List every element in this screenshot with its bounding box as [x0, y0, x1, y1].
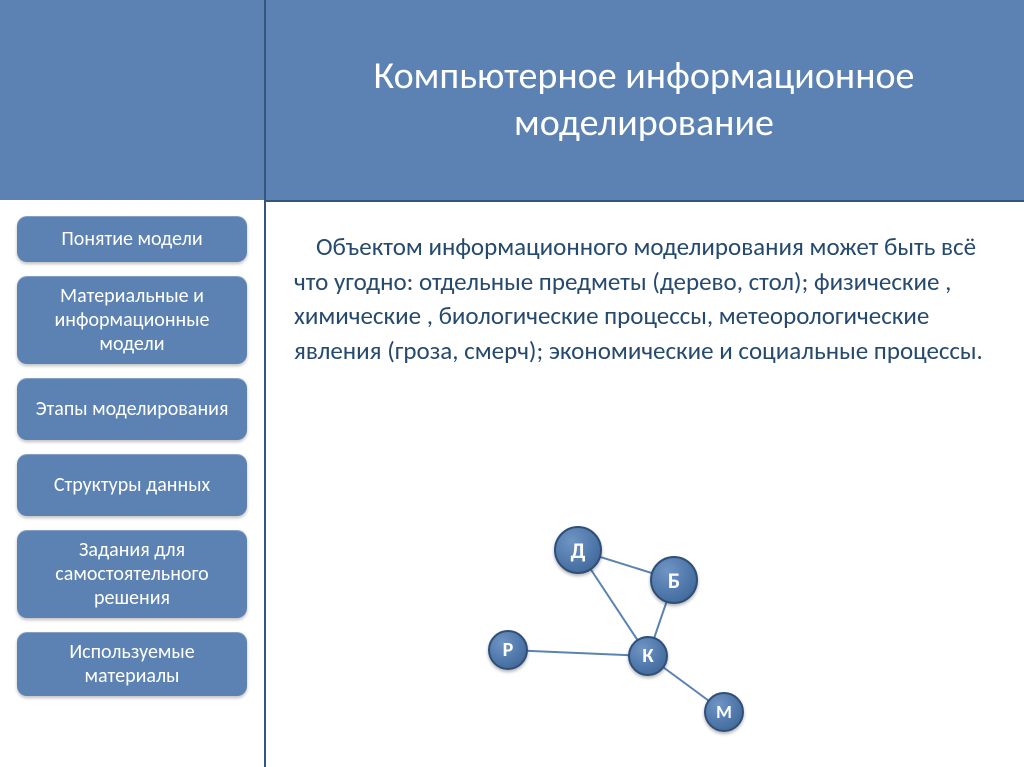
sidebar-item-stages[interactable]: Этапы моделирования — [17, 378, 247, 440]
sidebar-item-label: Понятие модели — [61, 227, 202, 251]
sidebar-item-tasks[interactable]: Задания для самостоятельного решения — [17, 530, 247, 618]
sidebar: Понятие модели Материальные и информацио… — [0, 200, 264, 767]
slide-title-text: Компьютерное информационное моделировани… — [304, 53, 984, 148]
sidebar-item-label: Этапы моделирования — [36, 397, 229, 421]
graph-edge — [508, 650, 648, 656]
graph-node-R: Р — [488, 630, 528, 670]
content-area: Объектом информационного моделирования м… — [266, 202, 1024, 767]
body-paragraph: Объектом информационного моделирования м… — [294, 230, 996, 368]
graph-node-M: М — [704, 692, 744, 732]
sidebar-item-label: Материальные и информационные модели — [23, 284, 241, 356]
slide: Компьютерное информационное моделировани… — [0, 0, 1024, 767]
sidebar-item-label: Используемые материалы — [23, 640, 241, 688]
sidebar-item-label: Структуры данных — [54, 473, 210, 497]
graph-node-B: Б — [650, 556, 698, 604]
sidebar-item-materials[interactable]: Используемые материалы — [17, 632, 247, 696]
graph-node-K: К — [628, 636, 668, 676]
sidebar-item-structures[interactable]: Структуры данных — [17, 454, 247, 516]
sidebar-item-label: Задания для самостоятельного решения — [23, 538, 241, 610]
sidebar-item-concept[interactable]: Понятие модели — [17, 216, 247, 262]
header-left-fill — [0, 0, 264, 200]
graph-node-D: Д — [554, 526, 602, 574]
slide-title: Компьютерное информационное моделировани… — [264, 0, 1024, 200]
sidebar-item-models[interactable]: Материальные и информационные модели — [17, 276, 247, 364]
